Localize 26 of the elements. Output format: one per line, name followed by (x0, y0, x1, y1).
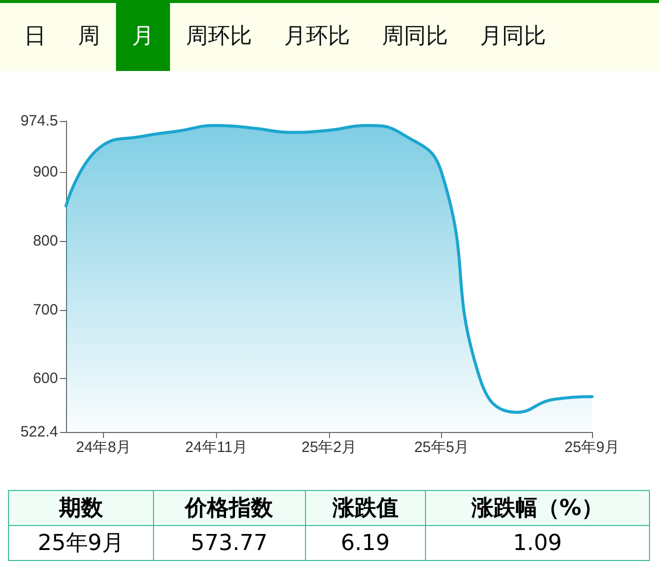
x-tick-label: 25年9月 (564, 439, 620, 456)
text: 月同比 (464, 3, 562, 71)
text: 涨跌值 (305, 490, 426, 526)
text: 月 (116, 3, 170, 71)
x-tick-label: 25年5月 (414, 439, 470, 456)
x-tick-label: 24年8月 (76, 439, 132, 456)
x-tick-label: 25年2月 (301, 439, 357, 456)
text: 日 (8, 3, 62, 71)
text: 价格指数 (153, 490, 306, 526)
y-tick-label: 800 (32, 232, 58, 250)
y-tick-label: 900 (32, 164, 58, 181)
text: 573.77 (153, 526, 306, 560)
text: 25年9月 (8, 526, 154, 560)
text: 周 (62, 3, 116, 71)
y-tick-label: 974.5 (20, 112, 58, 130)
text: 1.09 (425, 526, 650, 560)
y-tick-label: 522.4 (20, 424, 58, 440)
text: 周环比 (170, 3, 268, 71)
y-tick-label: 600 (32, 370, 58, 388)
text: 涨跌幅（%） (425, 490, 650, 526)
text: 月环比 (268, 3, 366, 71)
y-tick-label: 700 (32, 301, 58, 318)
text: 周同比 (366, 3, 464, 71)
x-tick-label: 24年11月 (185, 439, 248, 456)
text: 期数 (8, 490, 154, 526)
text: 6.19 (305, 526, 426, 560)
